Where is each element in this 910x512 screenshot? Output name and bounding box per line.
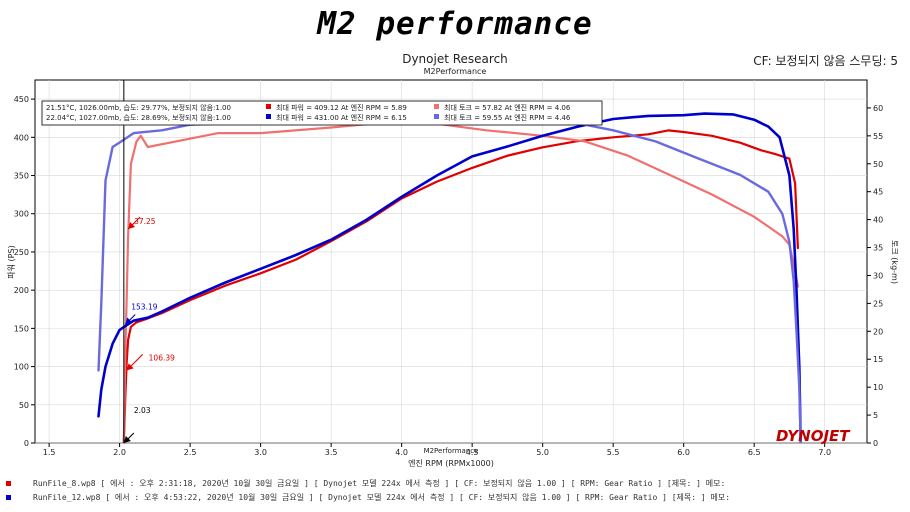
x-tick-label: 3.5 bbox=[325, 448, 338, 457]
legend-torque-swatch bbox=[434, 114, 439, 119]
x-tick-label: 4.0 bbox=[395, 448, 408, 457]
legend-power-text: 최대 파워 = 409.12 At 엔진 RPM = 5.89 bbox=[276, 103, 407, 112]
dynojet-logo: DYNOJET bbox=[776, 427, 851, 445]
y-right-tick-label: 30 bbox=[873, 271, 883, 280]
y-left-tick-label: 250 bbox=[14, 248, 29, 257]
x-tick-label: 6.5 bbox=[748, 448, 761, 457]
x-axis-top-label: M2Performance bbox=[424, 447, 479, 455]
y-right-tick-label: 20 bbox=[873, 327, 883, 336]
y-right-tick-label: 35 bbox=[873, 244, 883, 253]
x-tick-label: 4.5 bbox=[466, 448, 479, 457]
annotation-arrowhead bbox=[128, 222, 136, 230]
x-tick-label: 1.5 bbox=[43, 448, 56, 457]
legend-conditions: 21.51°C, 1026.00mb, 습도: 29.77%, 보정되지 않음:… bbox=[46, 103, 231, 112]
x-axis-ticks: 1.5 2.0 2.5 3.0 3.5 4.0 4.5 5.0 5.5 6.0 6.5 7.0 bbox=[43, 443, 831, 457]
legend-box: 21.51°C, 1026.00mb, 습도: 29.77%, 보정되지 않음:… bbox=[41, 100, 603, 126]
chart-title: Dynojet Research bbox=[402, 52, 508, 66]
y-left-tick-label: 100 bbox=[14, 363, 29, 372]
y-right-tick-label: 0 bbox=[873, 439, 878, 448]
y-right-tick-label: 50 bbox=[873, 160, 883, 169]
series-line-0 bbox=[122, 129, 799, 443]
legend-power-text: 최대 파워 = 431.00 At 엔진 RPM = 6.15 bbox=[276, 113, 407, 122]
y-axis-left-ticks: 0 50 100 150 200 250 300 350 400 450 bbox=[14, 95, 35, 448]
banner-title: M2 performance bbox=[317, 6, 593, 42]
y-right-tick-label: 25 bbox=[873, 299, 883, 308]
y-right-tick-label: 15 bbox=[873, 355, 883, 364]
footer-run-12: RunFile_12.wp8 [ 에서 : 오후 4:53:22, 2020년 … bbox=[6, 492, 730, 503]
y-left-tick-label: 300 bbox=[14, 210, 29, 219]
x-tick-label: 5.0 bbox=[536, 448, 549, 457]
annotation-arrowhead bbox=[126, 363, 134, 371]
y-left-tick-label: 350 bbox=[14, 172, 29, 181]
y-axis-left-label: 파워 (PS) bbox=[7, 245, 16, 278]
y-right-tick-label: 10 bbox=[873, 383, 883, 392]
x-tick-label: 2.5 bbox=[184, 448, 197, 457]
footer-run-8-marker bbox=[6, 481, 11, 486]
y-axis-right-ticks: 0 5 10 15 20 25 30 35 40 45 50 55 60 bbox=[867, 104, 883, 448]
footer-run-12-text: RunFile_12.wp8 [ 에서 : 오후 4:53:22, 2020년 … bbox=[33, 493, 731, 502]
y-left-tick-label: 400 bbox=[14, 133, 29, 142]
y-right-tick-label: 55 bbox=[873, 132, 883, 141]
y-right-tick-label: 60 bbox=[873, 104, 883, 113]
legend-conditions: 22.04°C, 1027.00mb, 습도: 28.69%, 보정되지 않음:… bbox=[46, 113, 231, 122]
chart-subtitle: M2Performance bbox=[423, 67, 487, 76]
y-left-tick-label: 450 bbox=[14, 95, 29, 104]
annotation-label: 2.03 bbox=[134, 406, 151, 415]
y-left-tick-label: 200 bbox=[14, 286, 29, 295]
x-tick-label: 7.0 bbox=[818, 448, 831, 457]
legend-power-swatch bbox=[266, 104, 271, 109]
x-tick-label: 2.0 bbox=[113, 448, 126, 457]
x-tick-label: 6.0 bbox=[677, 448, 690, 457]
y-right-tick-label: 45 bbox=[873, 188, 883, 197]
y-left-tick-label: 0 bbox=[24, 439, 29, 448]
annotation-label: 106.39 bbox=[149, 353, 175, 362]
legend-torque-text: 최대 토크 = 57.82 At 엔진 RPM = 4.06 bbox=[444, 103, 571, 112]
legend-torque-text: 최대 토크 = 59.55 At 엔진 RPM = 4.46 bbox=[444, 113, 571, 122]
series-line-2 bbox=[97, 112, 802, 443]
svg-text:DYNOJET: DYNOJET bbox=[776, 427, 851, 445]
y-right-tick-label: 5 bbox=[873, 411, 878, 420]
y-axis-right-label: 토크 (kg-m) bbox=[890, 240, 899, 284]
y-left-tick-label: 50 bbox=[19, 401, 29, 410]
footer-run-8: RunFile_8.wp8 [ 에서 : 오후 2:31:18, 2020년 1… bbox=[6, 478, 725, 489]
plot-area bbox=[34, 79, 868, 444]
y-right-tick-label: 40 bbox=[873, 216, 883, 225]
annotation-arrowhead bbox=[125, 317, 133, 325]
x-axis-label: 엔진 RPM (RPMx1000) bbox=[408, 458, 494, 468]
x-tick-label: 3.0 bbox=[254, 448, 267, 457]
annotation-label: 153.19 bbox=[131, 303, 157, 312]
cf-label: CF: 보정되지 않음 스무딩: 5 bbox=[753, 54, 898, 68]
y-left-tick-label: 150 bbox=[14, 324, 29, 333]
annotation-arrowhead bbox=[123, 436, 131, 443]
legend-power-swatch bbox=[266, 114, 271, 119]
footer-run-8-text: RunFile_8.wp8 [ 에서 : 오후 2:31:18, 2020년 1… bbox=[33, 479, 726, 488]
x-tick-label: 5.5 bbox=[607, 448, 620, 457]
annotation-label: 37.25 bbox=[134, 217, 156, 226]
legend-torque-swatch bbox=[434, 104, 439, 109]
footer-run-12-marker bbox=[6, 495, 11, 500]
annotations: 37.25 153.19 106.39 2.03 bbox=[123, 216, 175, 444]
